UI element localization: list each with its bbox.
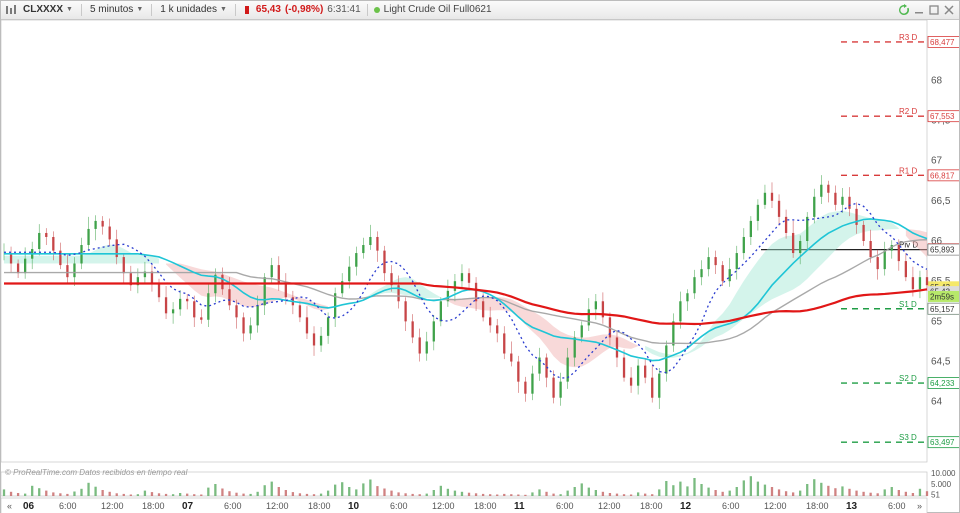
units-label: 1 k unidades [160, 1, 217, 19]
chevron-down-icon: ▼ [220, 1, 227, 19]
svg-text:R1 D: R1 D [899, 166, 917, 175]
svg-text:6:00: 6:00 [390, 501, 408, 511]
svg-text:68: 68 [931, 75, 943, 86]
title-bar: CLXXXX▼ 5 minutos▼ 1 k unidades▼ 65,43 (… [1, 1, 959, 20]
svg-text:18:00: 18:00 [806, 501, 829, 511]
svg-text:»: » [917, 501, 922, 511]
svg-text:51: 51 [931, 491, 940, 500]
maximize-icon[interactable] [928, 4, 940, 16]
copyright-text: © ProRealTime.com Datos recibidos en tie… [5, 468, 187, 477]
chevron-down-icon: ▼ [136, 1, 143, 19]
svg-text:64,233: 64,233 [930, 379, 955, 388]
svg-text:64: 64 [931, 397, 943, 408]
svg-text:12:00: 12:00 [764, 501, 787, 511]
svg-text:R2 D: R2 D [899, 107, 917, 116]
svg-text:6:00: 6:00 [722, 501, 740, 511]
timeframe-label: 5 minutos [90, 1, 133, 19]
units-dropdown[interactable]: 1 k unidades▼ [158, 1, 229, 19]
svg-text:12:00: 12:00 [101, 501, 124, 511]
chart-type-icon[interactable] [5, 4, 17, 16]
price-change: (-0,98%) [285, 1, 323, 19]
svg-text:12:00: 12:00 [432, 501, 455, 511]
svg-text:67,553: 67,553 [930, 112, 955, 121]
svg-text:11: 11 [514, 501, 525, 512]
connection-status-icon [374, 7, 380, 13]
svg-text:63,497: 63,497 [930, 438, 955, 447]
timeframe-dropdown[interactable]: 5 minutos▼ [88, 1, 145, 19]
chart-panes[interactable]: 6464,56565,56666,56767,568R3 D68,477R2 D… [1, 20, 959, 512]
svg-text:68,477: 68,477 [930, 38, 955, 47]
chart-window: CLXXXX▼ 5 minutos▼ 1 k unidades▼ 65,43 (… [0, 0, 960, 513]
instrument-name: Light Crude Oil Full0621 [384, 1, 492, 19]
svg-text:S3 D: S3 D [899, 433, 917, 442]
candle-down-icon [242, 5, 252, 15]
symbol-label: CLXXXX [23, 1, 63, 19]
svg-text:64,5: 64,5 [931, 357, 951, 368]
svg-text:12:00: 12:00 [598, 501, 621, 511]
svg-text:10.000: 10.000 [931, 469, 956, 478]
svg-text:65,893: 65,893 [930, 246, 955, 255]
svg-text:6:00: 6:00 [888, 501, 906, 511]
svg-text:07: 07 [182, 501, 194, 512]
close-icon[interactable] [943, 4, 955, 16]
minimize-icon[interactable] [913, 4, 925, 16]
svg-text:10: 10 [348, 501, 360, 512]
svg-text:R3 D: R3 D [899, 33, 917, 42]
svg-text:6:00: 6:00 [556, 501, 574, 511]
session-time: 6:31:41 [327, 1, 360, 19]
svg-text:12:00: 12:00 [266, 501, 289, 511]
svg-text:S1 D: S1 D [899, 300, 917, 309]
svg-text:«: « [7, 501, 12, 511]
svg-text:06: 06 [23, 501, 35, 512]
price-chart-svg[interactable]: 6464,56565,56666,56767,568R3 D68,477R2 D… [1, 20, 959, 513]
svg-text:S2 D: S2 D [899, 374, 917, 383]
svg-text:18:00: 18:00 [474, 501, 497, 511]
svg-text:12: 12 [680, 501, 692, 512]
svg-text:18:00: 18:00 [640, 501, 663, 511]
svg-text:6:00: 6:00 [224, 501, 242, 511]
symbol-dropdown[interactable]: CLXXXX▼ [21, 1, 75, 19]
svg-text:67: 67 [931, 156, 943, 167]
svg-text:18:00: 18:00 [308, 501, 331, 511]
svg-text:65: 65 [931, 316, 943, 327]
last-price: 65,43 [256, 1, 281, 19]
svg-text:65,157: 65,157 [930, 305, 955, 314]
svg-text:2m59s: 2m59s [930, 292, 954, 301]
svg-text:18:00: 18:00 [142, 501, 165, 511]
svg-text:5.000: 5.000 [931, 480, 952, 489]
svg-text:66,5: 66,5 [931, 196, 951, 207]
refresh-icon[interactable] [898, 4, 910, 16]
svg-text:66,817: 66,817 [930, 171, 955, 180]
chevron-down-icon: ▼ [66, 1, 73, 19]
svg-text:6:00: 6:00 [59, 501, 77, 511]
svg-text:13: 13 [846, 501, 858, 512]
